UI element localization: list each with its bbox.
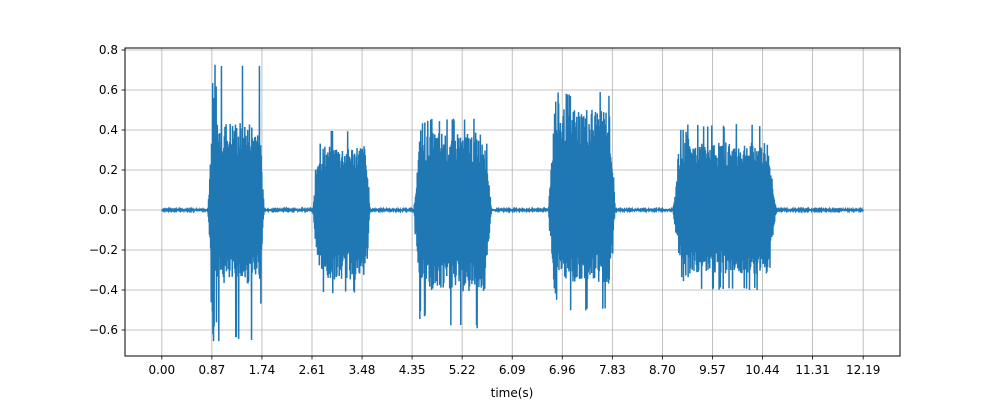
x-tick-label: 10.44	[745, 363, 779, 377]
x-axis: 0.00 0.87 1.74 2.61 3.48 4.35 5.22 6.09 6.96 7.83…	[148, 356, 880, 377]
x-tick-label: 6.96	[549, 363, 576, 377]
x-tick-label: 12.19	[846, 363, 880, 377]
x-tick-label: 11.31	[795, 363, 829, 377]
x-tick-label: 1.74	[249, 363, 276, 377]
y-tick-label: −0.6	[89, 323, 118, 337]
y-axis: −0.6 −0.4 −0.2 0.0 0.2 0.4 0.6 0.8	[89, 43, 125, 337]
x-tick-label: 0.00	[148, 363, 175, 377]
waveform-line	[161, 64, 864, 342]
x-tick-label: 8.70	[649, 363, 676, 377]
waveform-series	[161, 64, 864, 342]
x-tick-label: 9.57	[699, 363, 726, 377]
y-tick-label: 0.2	[99, 163, 118, 177]
y-tick-label: 0.6	[99, 83, 118, 97]
x-tick-label: 7.83	[599, 363, 626, 377]
x-tick-label: 2.61	[299, 363, 326, 377]
x-axis-label: time(s)	[491, 386, 534, 400]
y-tick-label: 0.8	[99, 43, 118, 57]
x-tick-label: 6.09	[499, 363, 526, 377]
x-tick-label: 5.22	[449, 363, 476, 377]
x-tick-label: 0.87	[199, 363, 226, 377]
x-tick-label: 4.35	[399, 363, 426, 377]
y-tick-label: −0.2	[89, 243, 118, 257]
y-tick-label: 0.4	[99, 123, 118, 137]
x-tick-label: 3.48	[349, 363, 376, 377]
y-tick-label: 0.0	[99, 203, 118, 217]
y-tick-label: −0.4	[89, 283, 118, 297]
